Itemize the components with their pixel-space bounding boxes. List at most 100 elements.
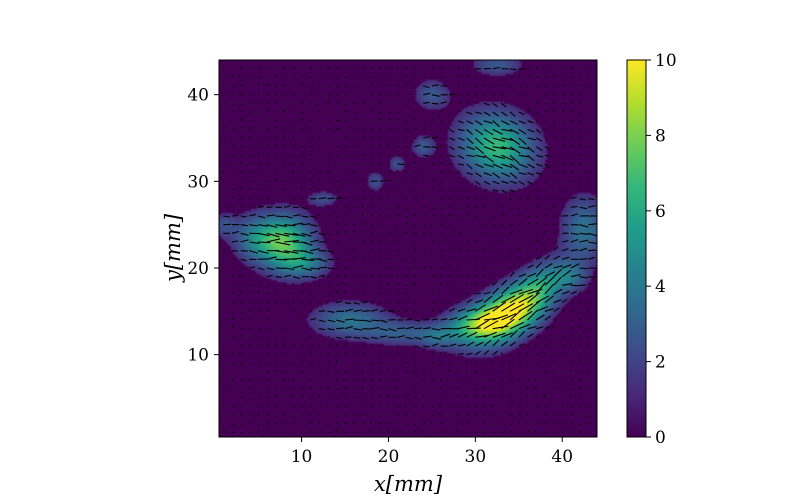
velocity-arrow xyxy=(275,369,277,373)
velocity-arrow xyxy=(492,85,495,87)
velocity-arrow xyxy=(275,85,278,88)
velocity-arrow xyxy=(474,128,484,136)
velocity-arrow xyxy=(475,198,478,200)
velocity-arrow xyxy=(258,205,264,208)
velocity-arrow xyxy=(396,310,400,312)
velocity-arrow xyxy=(344,259,347,261)
velocity-arrow xyxy=(579,129,581,131)
velocity-arrow xyxy=(318,361,321,364)
velocity-arrow xyxy=(223,92,226,96)
velocity-arrow xyxy=(501,241,504,243)
velocity-arrow xyxy=(509,189,516,193)
velocity-arrow xyxy=(535,268,544,278)
velocity-arrow xyxy=(240,145,243,148)
velocity-arrow xyxy=(414,93,417,96)
velocity-arrow xyxy=(457,362,460,365)
velocity-arrow xyxy=(466,172,473,176)
velocity-arrow xyxy=(457,128,465,132)
velocity-arrow xyxy=(422,127,426,130)
velocity-arrow xyxy=(397,241,400,243)
velocity-arrow xyxy=(431,206,434,209)
velocity-arrow xyxy=(501,205,504,208)
velocity-arrow xyxy=(440,240,443,243)
velocity-arrow xyxy=(292,264,304,269)
velocity-arrow xyxy=(344,215,348,217)
velocity-arrow xyxy=(422,257,426,260)
velocity-arrow xyxy=(388,171,391,174)
velocity-arrow xyxy=(509,423,512,425)
velocity-arrow xyxy=(535,205,539,208)
velocity-arrow xyxy=(257,397,260,400)
velocity-arrow xyxy=(562,136,565,139)
velocity-arrow xyxy=(370,274,373,277)
y-axis-label: y[mm] xyxy=(161,213,185,283)
velocity-arrow xyxy=(579,258,588,260)
velocity-arrow xyxy=(483,180,491,185)
velocity-arrow xyxy=(509,329,518,338)
velocity-arrow xyxy=(509,341,517,347)
velocity-arrow xyxy=(457,405,460,408)
velocity-arrow xyxy=(466,102,469,105)
velocity-arrow xyxy=(266,100,269,104)
velocity-arrow xyxy=(544,388,547,391)
velocity-arrow xyxy=(579,415,581,417)
velocity-arrow xyxy=(588,205,596,208)
velocity-arrow xyxy=(336,94,339,97)
velocity-arrow xyxy=(457,232,461,234)
velocity-arrow xyxy=(249,397,251,400)
velocity-arrow xyxy=(231,74,234,78)
velocity-arrow xyxy=(309,386,312,390)
velocity-arrow xyxy=(535,377,537,381)
velocity-arrow xyxy=(353,154,356,157)
velocity-arrow xyxy=(249,127,252,130)
velocity-arrow xyxy=(283,76,286,79)
velocity-arrow xyxy=(527,146,535,153)
velocity-arrow xyxy=(475,341,484,347)
velocity-arrow xyxy=(474,395,477,399)
velocity-arrow xyxy=(405,267,408,270)
velocity-arrow xyxy=(570,213,579,217)
velocity-arrow xyxy=(544,325,551,330)
velocity-arrow xyxy=(527,300,541,312)
velocity-arrow xyxy=(474,215,477,218)
velocity-arrow xyxy=(422,189,425,192)
velocity-arrow xyxy=(231,230,240,234)
velocity-arrow xyxy=(257,83,260,87)
velocity-arrow xyxy=(562,163,565,166)
velocity-arrow xyxy=(396,233,399,235)
velocity-arrow xyxy=(292,431,295,434)
velocity-arrow xyxy=(466,274,468,277)
colorbar-tick-label: 0 xyxy=(655,428,666,448)
velocity-arrow xyxy=(388,363,390,365)
velocity-arrow xyxy=(327,414,330,417)
velocity-arrow xyxy=(371,319,380,322)
velocity-arrow xyxy=(379,369,382,373)
velocity-arrow xyxy=(353,256,356,260)
velocity-arrow xyxy=(492,267,494,270)
velocity-arrow xyxy=(310,317,317,321)
velocity-arrow xyxy=(579,232,589,235)
velocity-arrow xyxy=(336,405,339,408)
velocity-arrow xyxy=(414,293,416,296)
velocity-arrow xyxy=(518,294,534,304)
velocity-arrow xyxy=(379,430,382,433)
velocity-arrow xyxy=(561,109,565,113)
velocity-arrow xyxy=(535,371,538,374)
velocity-arrow xyxy=(466,352,473,356)
velocity-arrow xyxy=(501,340,509,347)
velocity-arrow xyxy=(579,239,589,243)
velocity-arrow xyxy=(492,294,504,304)
velocity-arrow xyxy=(396,102,399,105)
velocity-arrow xyxy=(449,198,452,200)
velocity-arrow xyxy=(275,224,287,227)
velocity-arrow xyxy=(501,302,516,312)
velocity-arrow xyxy=(527,222,530,225)
velocity-arrow xyxy=(561,127,565,130)
velocity-arrow xyxy=(231,345,234,348)
velocity-arrow xyxy=(439,412,441,416)
velocity-arrow xyxy=(257,250,269,254)
velocity-arrow xyxy=(483,232,487,235)
velocity-arrow xyxy=(249,414,252,416)
velocity-arrow xyxy=(440,430,442,433)
velocity-arrow xyxy=(301,128,304,130)
